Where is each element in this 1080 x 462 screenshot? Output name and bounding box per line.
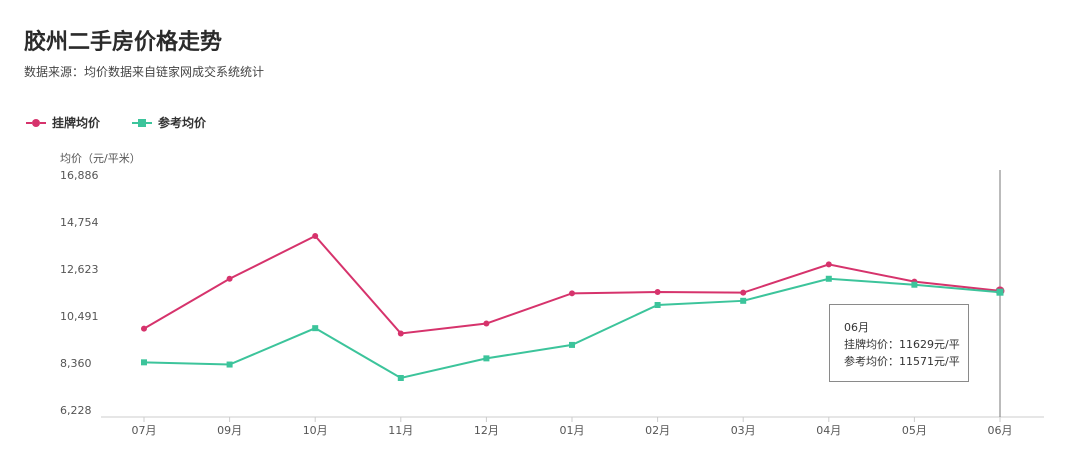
legend-item-listing[interactable]: 挂牌均价 [26,114,100,131]
data-point-reference[interactable] [483,355,490,362]
data-point-reference[interactable] [996,288,1004,296]
legend-item-reference[interactable]: 参考均价 [132,114,206,131]
x-tick-label: 10月 [303,424,328,437]
data-point-reference[interactable] [569,341,575,348]
x-tick-label: 06月 [988,424,1013,437]
data-point-reference[interactable] [825,275,832,282]
x-tick-label: 05月 [902,424,927,437]
data-point-reference[interactable] [312,325,319,332]
data-point-listing[interactable] [483,320,490,327]
y-tick-label: 6,228 [60,404,92,417]
data-point-reference[interactable] [226,361,233,368]
data-point-listing[interactable] [740,289,747,296]
data-point-listing[interactable] [825,261,832,268]
legend-swatch-reference-icon [132,118,153,128]
y-tick-label: 16,886 [60,169,99,182]
tooltip-listing-price: 挂牌均价：11629元/平 [844,338,960,351]
x-tick-label: 04月 [816,424,841,437]
x-tick-label: 01月 [560,424,585,437]
y-tick-label: 12,623 [60,263,99,276]
y-axis-label: 均价（元/平米） [60,152,141,165]
data-point-listing[interactable] [226,275,233,282]
hover-tooltip: 06月 挂牌均价：11629元/平 参考均价：11571元/平 [829,304,969,382]
data-point-reference[interactable] [911,281,918,288]
tooltip-reference-price: 参考均价：11571元/平 [844,355,960,368]
data-point-listing[interactable] [312,232,319,239]
tooltip-month: 06月 [844,321,869,334]
legend: 挂牌均价 参考均价 [26,114,206,131]
data-point-listing[interactable] [141,325,147,332]
chart-subtitle: 数据来源：均价数据来自链家网成交系统统计 [24,65,265,79]
y-tick-label: 8,360 [60,357,92,370]
data-point-reference[interactable] [141,359,147,366]
data-point-listing[interactable] [654,288,661,295]
x-tick-label: 02月 [645,424,670,437]
data-point-listing[interactable] [569,290,575,297]
chart-title: 胶州二手房价格走势 [24,30,223,55]
data-point-reference[interactable] [740,297,747,304]
x-tick-label: 07月 [132,424,157,437]
legend-swatch-listing-icon [26,118,46,128]
x-tick-label: 11月 [388,424,413,437]
data-point-listing[interactable] [397,330,404,337]
x-tick-label: 09月 [217,424,242,437]
x-tick-label: 03月 [731,424,756,437]
legend-label-reference: 参考均价 [158,116,207,130]
y-tick-label: 14,754 [60,216,99,229]
data-point-reference[interactable] [397,374,404,381]
x-tick-label: 12月 [474,424,499,437]
y-tick-label: 10,491 [60,310,99,323]
data-point-reference[interactable] [654,302,661,309]
legend-label-listing: 挂牌均价 [52,116,101,130]
